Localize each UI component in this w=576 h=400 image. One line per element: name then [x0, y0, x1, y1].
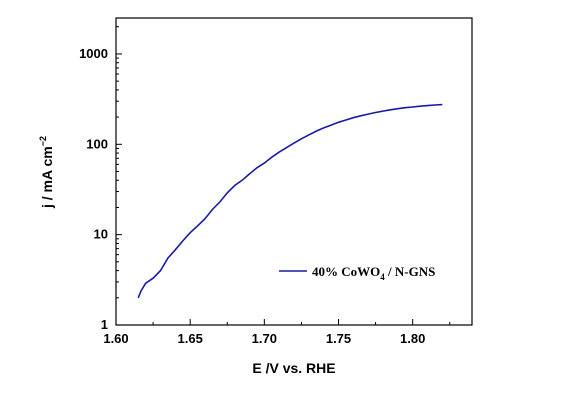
- legend-label-main: 40% CoWO: [312, 264, 380, 279]
- series-line-40-cowo4-n-gns: [137, 103, 443, 299]
- y-axis-title: j / mA cm−2: [38, 136, 55, 209]
- y-tick-label: 100: [86, 136, 108, 151]
- y-axis-title-exponent: −2: [38, 136, 48, 146]
- legend-label-rest: / N-GNS: [385, 264, 436, 279]
- x-axis-ticks: 1.60 1.65 1.70 1.75 1.80: [103, 319, 451, 346]
- y-tick-label: 1: [101, 317, 108, 332]
- y-axis-ticks: 1 10 100 1000: [79, 26, 122, 332]
- legend-label: 40% CoWO4 / N-GNS: [312, 264, 435, 282]
- y-tick-label: 10: [94, 227, 108, 242]
- x-tick-label: 1.80: [400, 331, 425, 346]
- legend: 40% CoWO4 / N-GNS: [279, 264, 435, 282]
- x-tick-label: 1.65: [178, 331, 203, 346]
- x-tick-label: 1.70: [252, 331, 277, 346]
- legend-label-subscript: 4: [380, 272, 385, 282]
- y-axis-title-main: j / mA cm: [39, 146, 55, 209]
- x-axis-title: E /V vs. RHE: [252, 360, 335, 376]
- x-tick-label: 1.75: [326, 331, 351, 346]
- y-tick-label: 1000: [79, 46, 108, 61]
- x-tick-label: 1.60: [103, 331, 128, 346]
